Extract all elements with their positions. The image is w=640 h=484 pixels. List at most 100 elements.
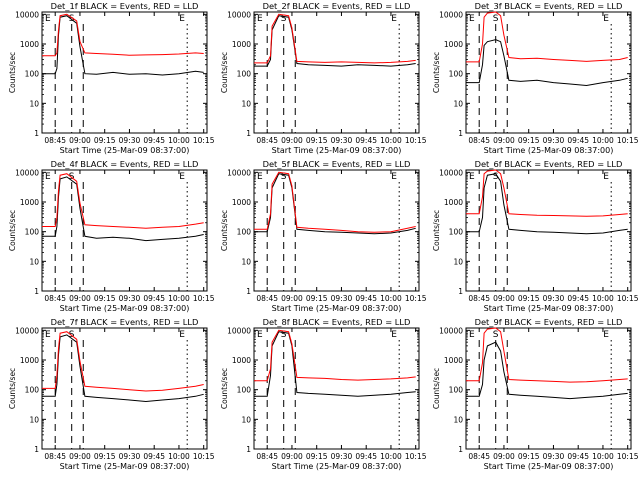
y-tick-label: 10000 [227, 10, 251, 19]
x-tick-label: 09:30 [119, 136, 141, 145]
plot-frame [41, 169, 208, 292]
plot-frame [465, 169, 632, 292]
y-tick-label: 10000 [227, 168, 251, 177]
series-line-events [466, 39, 628, 87]
x-tick-label: 10:00 [168, 294, 190, 303]
x-tick-label: 10:15 [193, 452, 215, 461]
x-tick-label: 08:45 [468, 136, 490, 145]
plot-frame [253, 11, 420, 134]
chart-panel-1: Det_1f BLACK = Events, RED = LLD 1 10 100 10… [8, 1, 215, 155]
x-tick-label: 09:30 [331, 452, 353, 461]
x-tick-label: 09:45 [143, 136, 165, 145]
x-tick-label: 10:15 [405, 294, 427, 303]
y-tick-label: 10 [453, 99, 463, 108]
x-tick-label: 09:15 [306, 294, 328, 303]
plot-frame [253, 169, 420, 292]
chart-panel-5: Det_5f BLACK = Events, RED = LLD 1 10 100 10… [220, 159, 427, 313]
chart-panel-4: Det_4f BLACK = Events, RED = LLD 1 10 100 10… [8, 159, 215, 313]
x-tick-label: 09:30 [543, 294, 565, 303]
x-tick-label: 09:15 [94, 136, 116, 145]
y-tick-label: 1000 [444, 356, 463, 365]
y-tick-label: 10 [453, 257, 463, 266]
y-tick-label: 100 [25, 70, 40, 79]
x-tick-label: 10:00 [592, 136, 614, 145]
y-tick-label: 10000 [15, 326, 39, 335]
x-tick-label: 08:45 [468, 452, 490, 461]
event-marker-label: E [45, 330, 51, 340]
chart-panel-9: Det_9f BLACK = Events, RED = LLD 1 10 100 10… [432, 317, 639, 471]
event-marker-label: E [257, 330, 263, 340]
event-marker-label: S [493, 14, 499, 24]
y-axis-label: Counts/sec [432, 368, 441, 409]
x-axis-label: Start Time (25-Mar-09 08:37:00) [60, 146, 190, 155]
series-line-lld [466, 169, 628, 217]
y-tick-label: 100 [25, 228, 40, 237]
x-tick-label: 09:45 [355, 136, 377, 145]
y-tick-label: 100 [237, 70, 252, 79]
y-tick-label: 1000 [232, 40, 251, 49]
x-tick-label: 10:15 [617, 452, 639, 461]
chart-panel-2: Det_2f BLACK = Events, RED = LLD 1 10 100 10… [220, 1, 427, 155]
series-line-events [254, 173, 416, 235]
series-line-lld [466, 327, 628, 383]
x-tick-label: 08:45 [256, 452, 278, 461]
y-tick-label: 10 [453, 415, 463, 424]
event-marker-label: E [45, 14, 51, 24]
x-tick-label: 09:30 [119, 452, 141, 461]
y-tick-label: 1000 [444, 198, 463, 207]
y-tick-label: 100 [237, 386, 252, 395]
y-tick-label: 1000 [232, 356, 251, 365]
y-tick-label: 100 [449, 228, 464, 237]
x-tick-label: 09:45 [143, 294, 165, 303]
event-marker-label: E [257, 14, 263, 24]
y-tick-label: 1 [246, 445, 251, 454]
x-tick-label: 09:15 [94, 452, 116, 461]
x-tick-label: 09:15 [518, 136, 540, 145]
y-tick-label: 1 [34, 129, 39, 138]
x-tick-label: 09:45 [355, 294, 377, 303]
series-line-events [254, 331, 416, 397]
chart-panel-6: Det_6f BLACK = Events, RED = LLD 1 10 100 10… [432, 159, 639, 313]
x-tick-label: 09:45 [143, 452, 165, 461]
plot-frame [465, 11, 632, 134]
y-tick-label: 10000 [15, 10, 39, 19]
x-tick-label: 09:00 [281, 136, 303, 145]
y-tick-label: 10 [29, 99, 39, 108]
x-axis-label: Start Time (25-Mar-09 08:37:00) [272, 146, 402, 155]
event-marker-label: E [603, 172, 609, 182]
x-tick-label: 10:15 [405, 452, 427, 461]
series-line-lld [254, 329, 416, 382]
chart-title: Det_9f BLACK = Events, RED = LLD [475, 317, 623, 327]
y-tick-label: 1000 [20, 356, 39, 365]
x-tick-label: 09:45 [567, 452, 589, 461]
x-tick-label: 10:00 [168, 136, 190, 145]
series-line-lld [42, 331, 204, 392]
plot-frame [41, 11, 208, 134]
x-tick-label: 09:15 [518, 452, 540, 461]
y-tick-label: 10000 [439, 326, 463, 335]
x-tick-label: 09:00 [493, 452, 515, 461]
y-tick-label: 1 [246, 287, 251, 296]
series-line-lld [42, 13, 204, 57]
event-marker-label: E [391, 14, 397, 24]
y-tick-label: 1000 [20, 198, 39, 207]
x-tick-label: 09:30 [543, 136, 565, 145]
y-tick-label: 100 [449, 70, 464, 79]
y-axis-label: Counts/sec [8, 52, 17, 93]
x-tick-label: 10:00 [380, 294, 402, 303]
series-line-events [42, 176, 204, 242]
y-tick-label: 10 [241, 99, 251, 108]
event-marker-label: E [179, 14, 185, 24]
event-marker-label: E [603, 14, 609, 24]
y-tick-label: 100 [449, 386, 464, 395]
x-tick-label: 10:15 [405, 136, 427, 145]
y-axis-label: Counts/sec [220, 52, 229, 93]
y-axis-label: Counts/sec [8, 368, 17, 409]
x-tick-label: 10:00 [592, 294, 614, 303]
y-tick-label: 1 [246, 129, 251, 138]
x-tick-label: 09:45 [355, 452, 377, 461]
chart-title: Det_7f BLACK = Events, RED = LLD [51, 317, 199, 327]
x-tick-label: 10:15 [617, 136, 639, 145]
event-marker-label: E [469, 14, 475, 24]
